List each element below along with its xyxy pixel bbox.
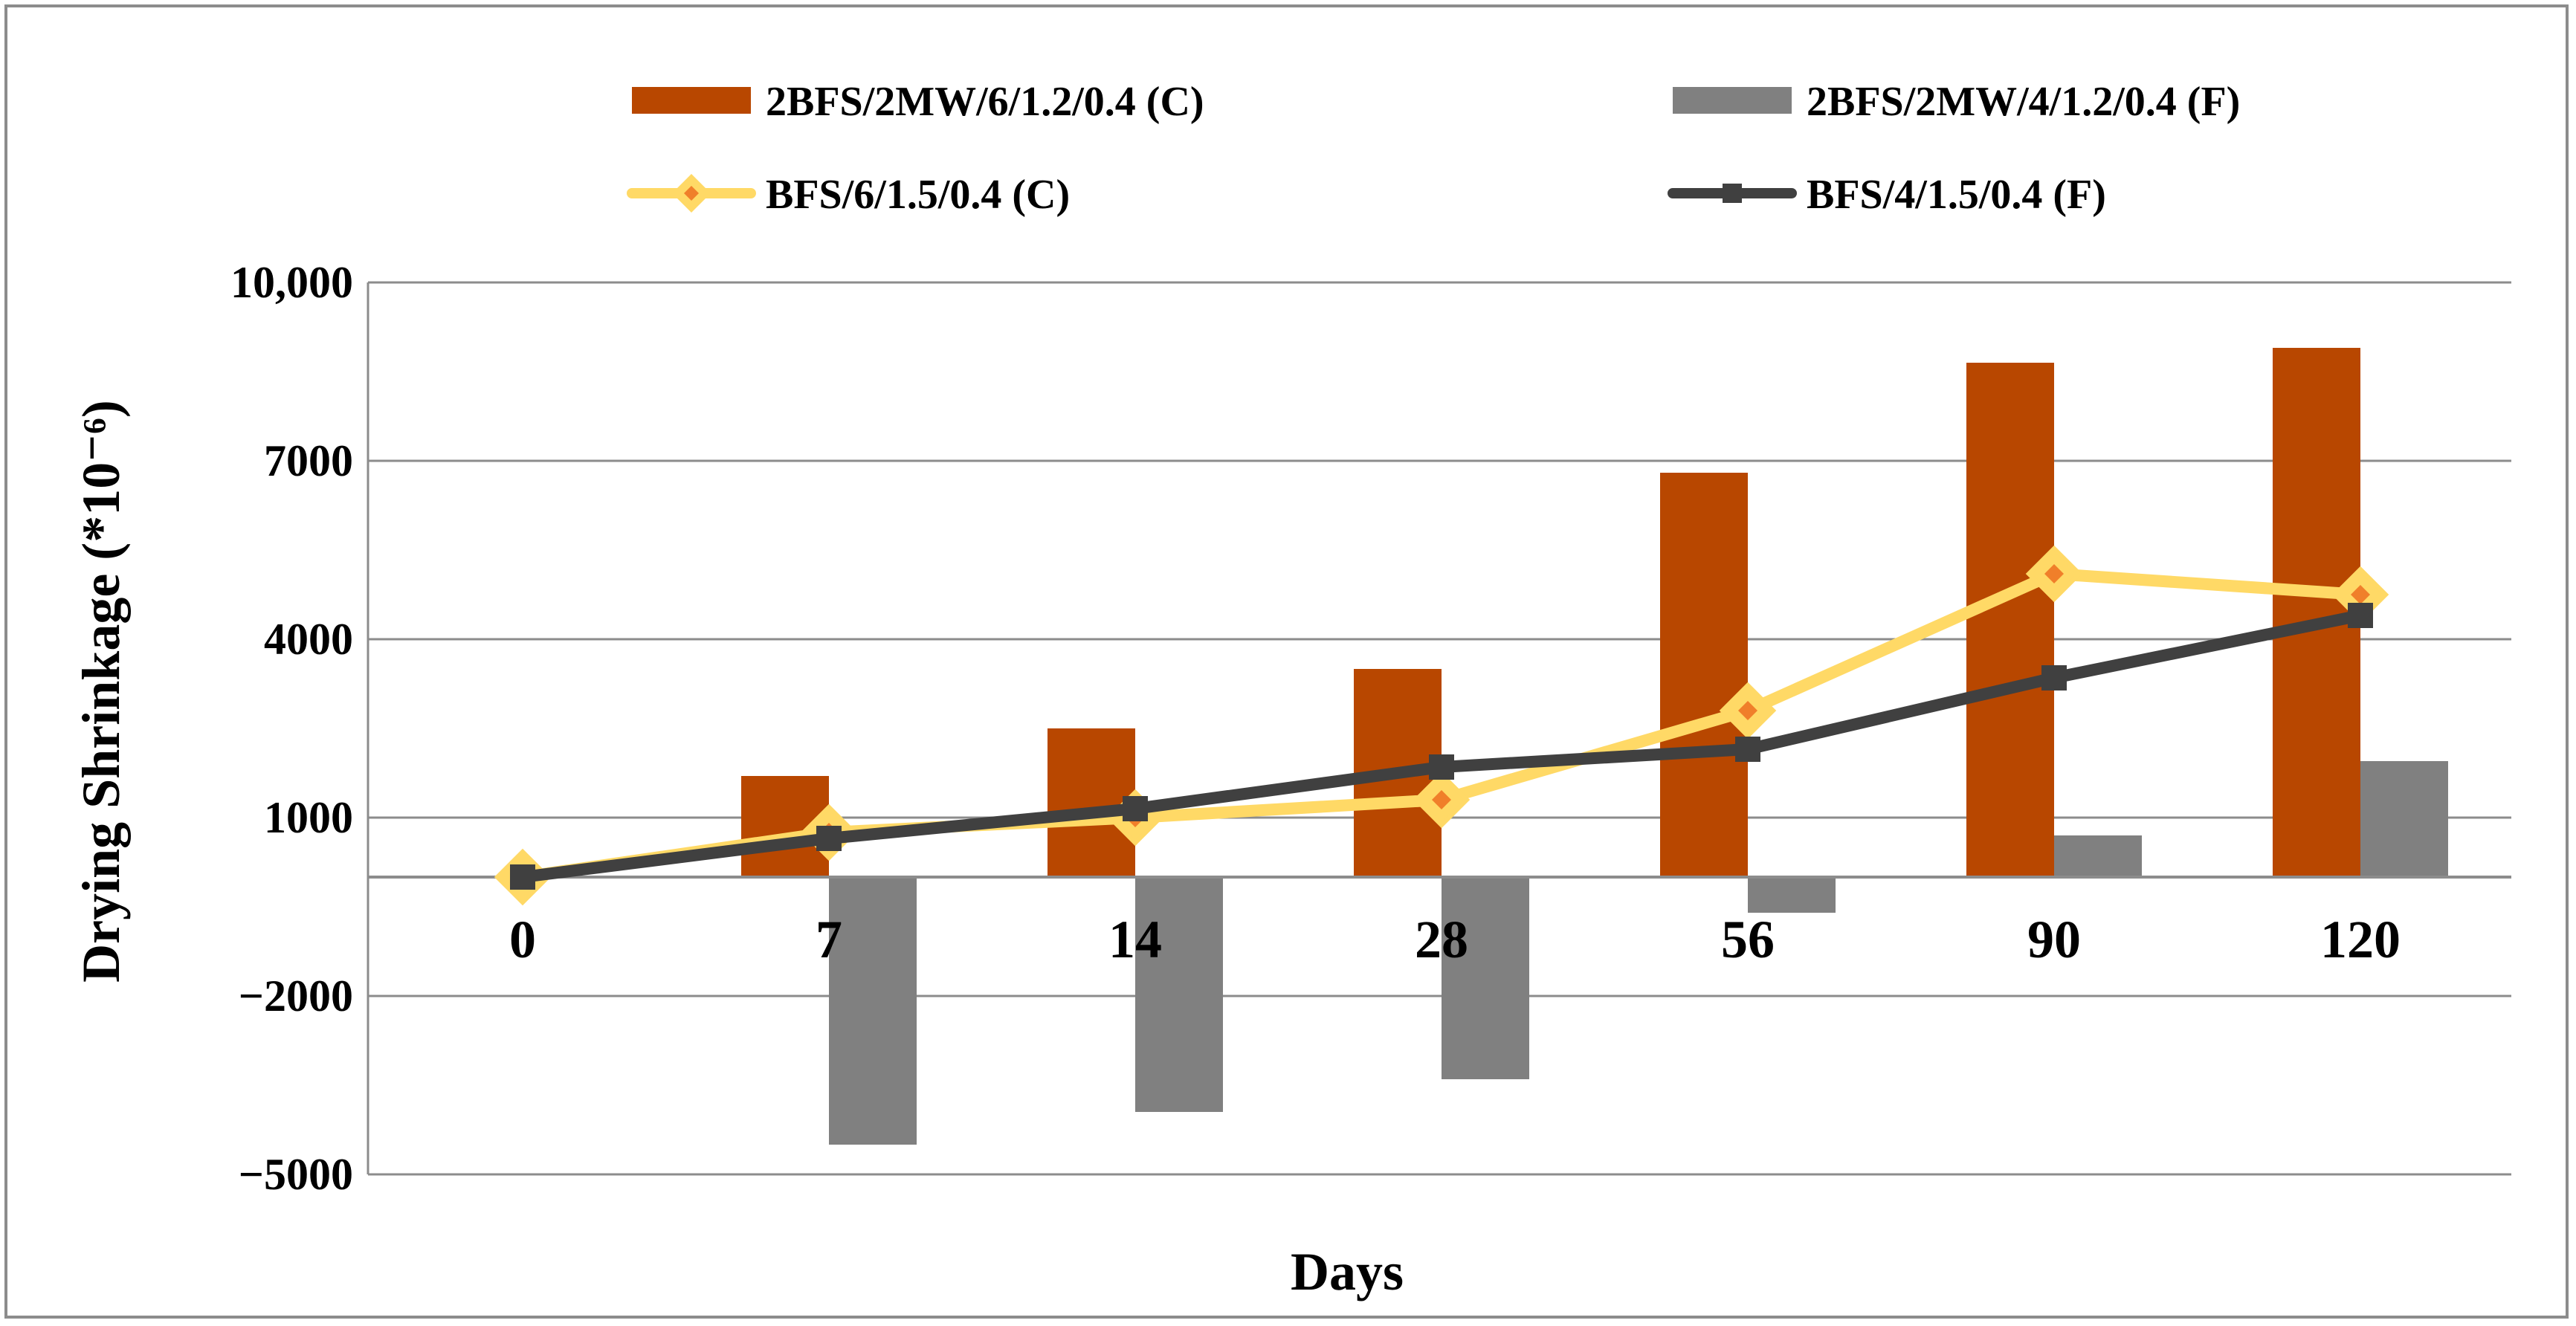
legend-label: 2BFS/2MW/6/1.2/0.4 (C) — [766, 79, 1204, 125]
bars — [741, 348, 2448, 1145]
data-point-marker — [2348, 603, 2373, 628]
series-lines — [494, 545, 2389, 906]
data-point-marker — [1735, 737, 1760, 762]
data-point-marker — [1429, 754, 1454, 780]
x-tick-label: 120 — [2320, 910, 2401, 969]
legend-label: BFS/4/1.5/0.4 (F) — [1807, 172, 2106, 218]
legend-marker-inner — [684, 186, 699, 201]
x-tick-labels: 0 7 14 28 56 90 120 — [509, 910, 2401, 969]
data-point-marker-inner — [1432, 790, 1451, 809]
bar — [1660, 473, 1748, 877]
legend-label: BFS/6/1.5/0.4 (C) — [766, 172, 1070, 218]
bar — [2360, 761, 2448, 877]
gridlines — [367, 281, 2511, 1176]
data-point-marker — [816, 826, 842, 851]
bar — [1135, 877, 1223, 1112]
bar — [2054, 835, 2142, 877]
data-point-marker-inner — [2044, 564, 2064, 583]
y-tick-label: 1000 — [264, 793, 353, 842]
bar — [1442, 877, 1529, 1079]
data-point-marker — [2041, 665, 2067, 691]
bar — [1966, 363, 2054, 877]
x-tick-label: 0 — [509, 910, 536, 969]
y-tick-label: 10,000 — [230, 258, 353, 307]
bar — [1748, 877, 1836, 913]
y-tick-label: −2000 — [239, 971, 353, 1021]
legend-label: 2BFS/2MW/4/1.2/0.4 (F) — [1807, 79, 2240, 125]
x-tick-label: 14 — [1108, 910, 1162, 969]
legend-swatch — [632, 87, 751, 114]
data-point-marker-inner — [1738, 701, 1757, 720]
x-tick-label: 28 — [1415, 910, 1468, 969]
y-tick-label: −5000 — [239, 1150, 353, 1199]
y-tick-label: 7000 — [264, 436, 353, 485]
data-point-marker-inner — [2351, 585, 2370, 604]
legend-swatch — [1673, 87, 1792, 114]
legend-marker — [1723, 184, 1742, 203]
x-axis-title: Days — [1291, 1242, 1404, 1301]
x-tick-label: 56 — [1721, 910, 1775, 969]
x-tick-label: 7 — [816, 910, 842, 969]
legend: 2BFS/2MW/6/1.2/0.4 (C) 2BFS/2MW/4/1.2/0.4… — [627, 79, 2240, 218]
data-point-marker — [510, 864, 535, 890]
y-axis-title: Drying Shrinkage (*10⁻⁶) — [71, 400, 131, 983]
bar — [829, 877, 917, 1145]
bar — [1047, 728, 1135, 877]
data-point-marker — [1123, 796, 1148, 821]
y-tick-labels: 10,000 7000 4000 1000 −2000 −5000 — [230, 258, 353, 1199]
y-tick-label: 4000 — [264, 615, 353, 664]
x-tick-label: 90 — [2027, 910, 2081, 969]
